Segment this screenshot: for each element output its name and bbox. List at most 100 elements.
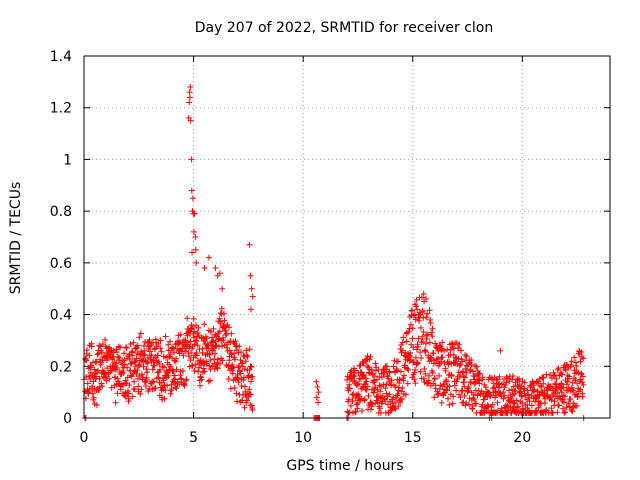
data-point: [382, 398, 389, 405]
data-point: [165, 341, 172, 348]
data-point: [147, 356, 154, 363]
data-point: [407, 321, 414, 328]
data-point: [369, 401, 376, 408]
data-point: [415, 335, 422, 342]
data-point: [456, 391, 463, 398]
data-point: [395, 403, 402, 410]
data-point: [461, 392, 468, 399]
data-point: [426, 307, 433, 314]
data-point: [129, 349, 136, 356]
data-point: [167, 338, 174, 345]
data-point: [496, 380, 503, 387]
data-point: [192, 361, 199, 368]
data-point: [572, 370, 579, 377]
data-point: [376, 405, 383, 412]
data-point: [570, 400, 577, 407]
data-point: [559, 371, 566, 378]
data-point: [411, 301, 418, 308]
data-point: [363, 362, 370, 369]
data-point: [187, 84, 194, 91]
data-point: [420, 290, 427, 297]
data-point: [525, 394, 532, 401]
data-point: [554, 409, 561, 416]
data-point: [554, 366, 561, 373]
data-point: [209, 334, 216, 341]
data-point: [96, 386, 103, 393]
data-point: [562, 409, 569, 416]
data-point: [465, 383, 472, 390]
data-point: [114, 353, 121, 360]
data-point: [562, 366, 569, 373]
data-point: [355, 380, 362, 387]
data-point: [346, 409, 353, 416]
data-point: [158, 348, 165, 355]
data-point: [423, 314, 430, 321]
data-point: [242, 358, 249, 365]
data-point: [526, 398, 533, 405]
data-point: [436, 372, 443, 379]
data-point: [571, 354, 578, 361]
data-point: [538, 383, 545, 390]
data-point: [187, 338, 194, 345]
data-point: [210, 337, 217, 344]
data-point: [430, 350, 437, 357]
data-point: [394, 390, 401, 397]
data-point: [106, 344, 113, 351]
data-point: [212, 265, 219, 272]
data-point: [426, 372, 433, 379]
data-point: [89, 390, 96, 397]
data-point: [422, 296, 429, 303]
data-point: [579, 393, 586, 400]
data-point: [195, 368, 202, 375]
data-point: [247, 391, 254, 398]
data-point: [157, 366, 164, 373]
data-point: [98, 349, 105, 356]
data-point: [368, 366, 375, 373]
data-point: [243, 347, 250, 354]
data-point: [354, 381, 361, 388]
data-point: [550, 373, 557, 380]
data-point: [429, 325, 436, 332]
data-point: [392, 384, 399, 391]
data-point: [315, 399, 322, 406]
data-point: [497, 390, 504, 397]
data-point: [113, 349, 120, 356]
data-point: [551, 398, 558, 405]
data-point: [444, 395, 451, 402]
data-point: [200, 365, 207, 372]
data-point: [391, 405, 398, 412]
y-tick-label: 0: [63, 411, 72, 427]
data-point: [407, 349, 414, 356]
data-point: [170, 349, 177, 356]
data-point: [399, 385, 406, 392]
data-point: [419, 307, 426, 314]
data-point: [451, 382, 458, 389]
data-point: [420, 375, 427, 382]
data-point: [226, 347, 233, 354]
data-point: [123, 345, 130, 352]
data-point: [537, 400, 544, 407]
data-point: [102, 336, 109, 343]
data-point: [92, 359, 99, 366]
data-point: [364, 383, 371, 390]
data-point: [498, 405, 505, 412]
data-point: [161, 395, 168, 402]
data-point: [490, 380, 497, 387]
data-point: [567, 396, 574, 403]
data-point: [398, 395, 405, 402]
data-point: [359, 384, 366, 391]
data-point: [427, 319, 434, 326]
data-point: [434, 355, 441, 362]
data-point: [179, 368, 186, 375]
data-point: [153, 375, 160, 382]
data-point: [124, 364, 131, 371]
data-point: [191, 328, 198, 335]
data-point: [400, 377, 407, 384]
data-point: [432, 385, 439, 392]
data-point: [518, 393, 525, 400]
data-point: [351, 372, 358, 379]
data-point: [157, 337, 164, 344]
data-point: [106, 375, 113, 382]
data-point: [96, 342, 103, 349]
data-point: [216, 315, 223, 322]
